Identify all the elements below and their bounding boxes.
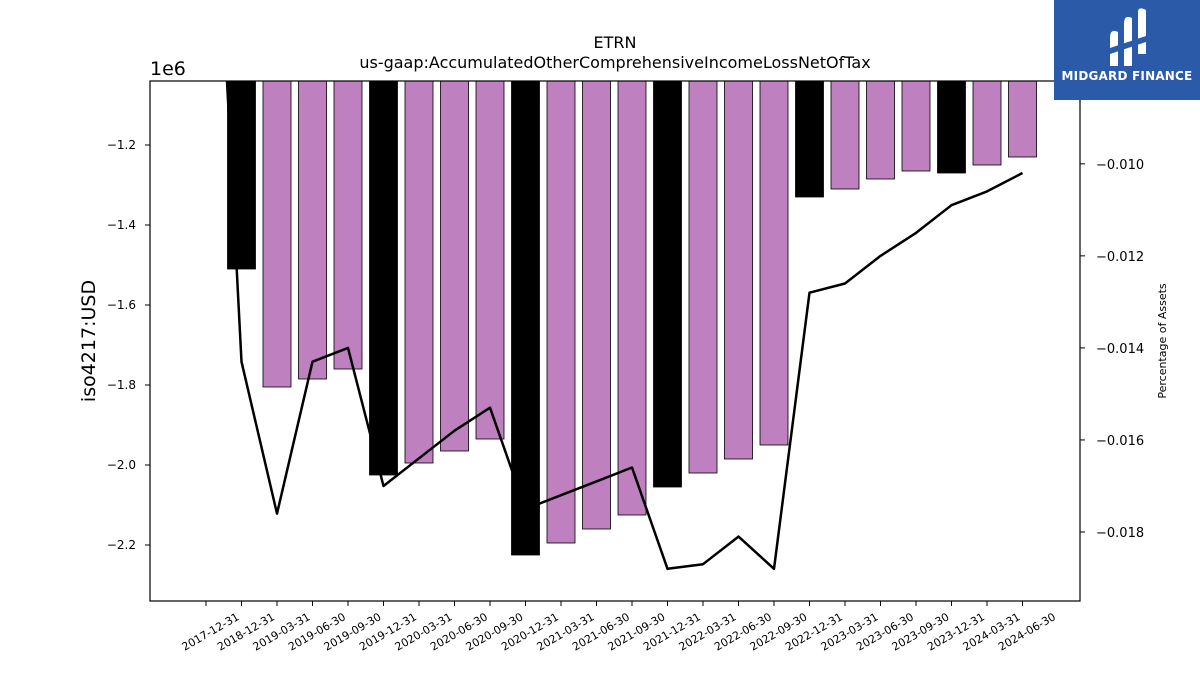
y-tick-label: −1.2	[107, 138, 136, 152]
y2-tick-label: −0.016	[1096, 434, 1144, 449]
y-tick-label: −2.2	[107, 538, 136, 552]
y2-tick-label: −0.018	[1096, 526, 1144, 541]
y2-tick-label: −0.010	[1096, 158, 1144, 173]
bar-2020-09-30	[475, 80, 505, 440]
bar-2019-06-30	[298, 80, 327, 380]
y-tick-label: −1.4	[107, 218, 136, 232]
chart-title: ETRN	[594, 33, 637, 52]
plot-frame	[149, 80, 1081, 602]
bar-2022-09-30	[759, 80, 789, 446]
bar-2022-06-30	[724, 80, 753, 460]
bar-2024-03-31	[972, 80, 1002, 166]
bar-2019-12-31	[369, 80, 398, 476]
y2-tick-label: −0.012	[1096, 250, 1144, 265]
bar-2021-06-30	[582, 80, 611, 530]
chart-subtitle: us-gaap:AccumulatedOtherComprehensiveInc…	[359, 53, 870, 72]
bar-2020-06-30	[440, 80, 469, 452]
bars	[227, 80, 1037, 556]
bar-2021-03-31	[546, 80, 576, 544]
brand-logo: MIDGARD FINANCE	[1054, 0, 1200, 100]
y-tick-label: −1.6	[107, 298, 136, 312]
bar-2019-09-30	[333, 80, 363, 370]
y2-tick-label: −0.014	[1096, 342, 1144, 357]
logo-mark-icon	[1110, 8, 1146, 66]
bar-2022-03-31	[688, 80, 718, 474]
y-tick-label: −2.0	[107, 458, 136, 472]
bar-2023-09-30	[901, 80, 931, 172]
bar-2020-03-31	[404, 80, 434, 464]
bar-2021-09-30	[617, 80, 647, 516]
bar-2019-03-31	[262, 80, 292, 388]
percentage-line	[225, 80, 1024, 571]
y-tick-label: −1.8	[107, 378, 136, 392]
y-multiplier-label: 1e6	[150, 58, 186, 80]
bar-2024-06-30	[1008, 80, 1037, 158]
bar-2023-12-31	[937, 80, 966, 174]
line-series	[225, 80, 1024, 571]
bar-2020-12-31	[511, 80, 540, 556]
bar-2023-03-31	[830, 80, 860, 190]
bar-2022-12-31	[795, 80, 824, 198]
bar-2021-12-31	[653, 80, 682, 488]
logo-text: MIDGARD FINANCE	[1061, 69, 1193, 83]
y2-axis-label: Percentage of Assets	[1156, 283, 1169, 399]
y-axis-label: iso4217:USD	[78, 280, 100, 402]
bar-2023-06-30	[866, 80, 895, 180]
